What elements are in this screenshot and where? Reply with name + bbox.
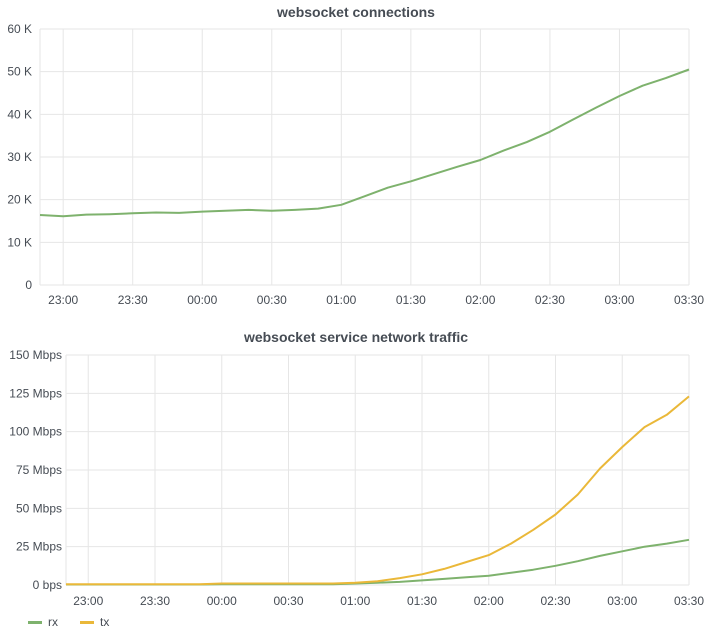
y-tick-label: 10 K — [7, 235, 32, 249]
x-axis: 23:00 23:30 00:00 00:30 01:00 01:30 02:00 02:30… — [73, 594, 704, 608]
x-tick-label: 23:30 — [140, 594, 170, 608]
grid — [39, 28, 690, 286]
legend-item-rx[interactable]: rx — [28, 615, 58, 629]
series-line-tx — [66, 395, 690, 586]
chart-title: websocket connections — [276, 4, 435, 20]
legend-label: rx — [48, 615, 58, 629]
x-tick-label: 01:30 — [396, 293, 426, 307]
x-tick-label: 00:30 — [257, 293, 287, 307]
y-axis: 0 bps 25 Mbps 50 Mbps 75 Mbps 100 Mbps 125 Mb… — [9, 348, 62, 592]
network-traffic-panel: websocket service network traffic 0 bps 2… — [9, 329, 704, 608]
x-tick-label: 23:00 — [73, 594, 103, 608]
y-tick-label: 0 bps — [33, 578, 62, 592]
y-axis: 0 10 K 20 K 30 K 40 K 50 K 60 K — [7, 22, 32, 292]
y-tick-label: 60 K — [7, 22, 32, 36]
legend-swatch — [80, 620, 94, 624]
series-lines — [39, 68, 690, 218]
y-tick-label: 50 Mbps — [16, 501, 62, 515]
y-tick-label: 30 K — [7, 150, 32, 164]
y-tick-label: 25 Mbps — [16, 540, 62, 554]
x-tick-label: 01:00 — [326, 293, 356, 307]
x-tick-label: 00:30 — [273, 594, 303, 608]
x-tick-label: 00:00 — [187, 293, 217, 307]
x-tick-label: 03:00 — [607, 594, 637, 608]
legend-item-tx[interactable]: tx — [80, 615, 109, 629]
legend-swatch — [28, 620, 42, 624]
x-tick-label: 02:00 — [465, 293, 495, 307]
x-tick-label: 01:30 — [407, 594, 437, 608]
series-lines — [66, 395, 690, 586]
legend-label: tx — [100, 615, 110, 629]
x-tick-label: 02:30 — [535, 293, 565, 307]
x-axis: 23:00 23:30 00:00 00:30 01:00 01:30 02:00 02:30… — [48, 293, 704, 307]
series-line-connections — [39, 68, 690, 218]
y-tick-label: 40 K — [7, 107, 32, 121]
x-tick-label: 23:30 — [118, 293, 148, 307]
x-tick-label: 03:30 — [674, 293, 704, 307]
x-tick-label: 23:00 — [48, 293, 78, 307]
legend: rx tx — [28, 615, 109, 629]
x-tick-label: 00:00 — [207, 594, 237, 608]
y-tick-label: 0 — [25, 278, 32, 292]
websocket-connections-panel: websocket connections 0 10 K 20 K 30 K 40 K 5… — [7, 4, 704, 307]
y-tick-label: 50 K — [7, 65, 32, 79]
y-tick-label: 75 Mbps — [16, 463, 62, 477]
x-tick-label: 01:00 — [340, 594, 370, 608]
y-tick-label: 20 K — [7, 193, 32, 207]
y-tick-label: 125 Mbps — [9, 386, 62, 400]
x-tick-label: 02:00 — [474, 594, 504, 608]
grid — [65, 354, 690, 586]
x-tick-label: 03:00 — [604, 293, 634, 307]
y-tick-label: 150 Mbps — [9, 348, 62, 362]
x-tick-label: 02:30 — [540, 594, 570, 608]
chart-title: websocket service network traffic — [243, 329, 468, 345]
x-tick-label: 03:30 — [674, 594, 704, 608]
y-tick-label: 100 Mbps — [9, 425, 62, 439]
